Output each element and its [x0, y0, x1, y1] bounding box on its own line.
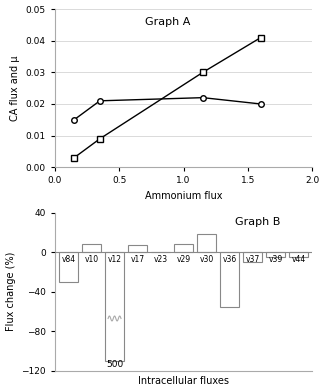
Text: v12: v12 — [108, 255, 122, 264]
Bar — [220, 252, 239, 307]
Text: v37: v37 — [245, 255, 260, 264]
X-axis label: Ammonium flux: Ammonium flux — [145, 191, 222, 201]
Text: Graph B: Graph B — [235, 218, 280, 227]
Bar — [289, 252, 308, 257]
Text: v84: v84 — [61, 255, 76, 264]
Y-axis label: Flux change (%): Flux change (%) — [6, 252, 16, 332]
Bar — [82, 244, 101, 252]
Bar — [174, 244, 193, 252]
Text: v44: v44 — [292, 255, 306, 264]
Bar — [59, 252, 78, 282]
Text: 500: 500 — [106, 360, 123, 369]
Bar — [197, 234, 216, 252]
Text: Graph A: Graph A — [145, 17, 190, 27]
Text: v30: v30 — [200, 255, 214, 264]
Bar — [243, 252, 262, 262]
Bar — [105, 252, 124, 361]
Text: v10: v10 — [84, 255, 98, 264]
Bar — [266, 252, 285, 257]
Bar — [128, 245, 147, 252]
Text: v17: v17 — [130, 255, 145, 264]
X-axis label: Intracellular fluxes: Intracellular fluxes — [138, 376, 229, 387]
Text: v23: v23 — [153, 255, 168, 264]
Text: v29: v29 — [176, 255, 190, 264]
Y-axis label: CA flux and μ: CA flux and μ — [10, 55, 20, 121]
Text: v39: v39 — [268, 255, 283, 264]
Text: v36: v36 — [222, 255, 237, 264]
